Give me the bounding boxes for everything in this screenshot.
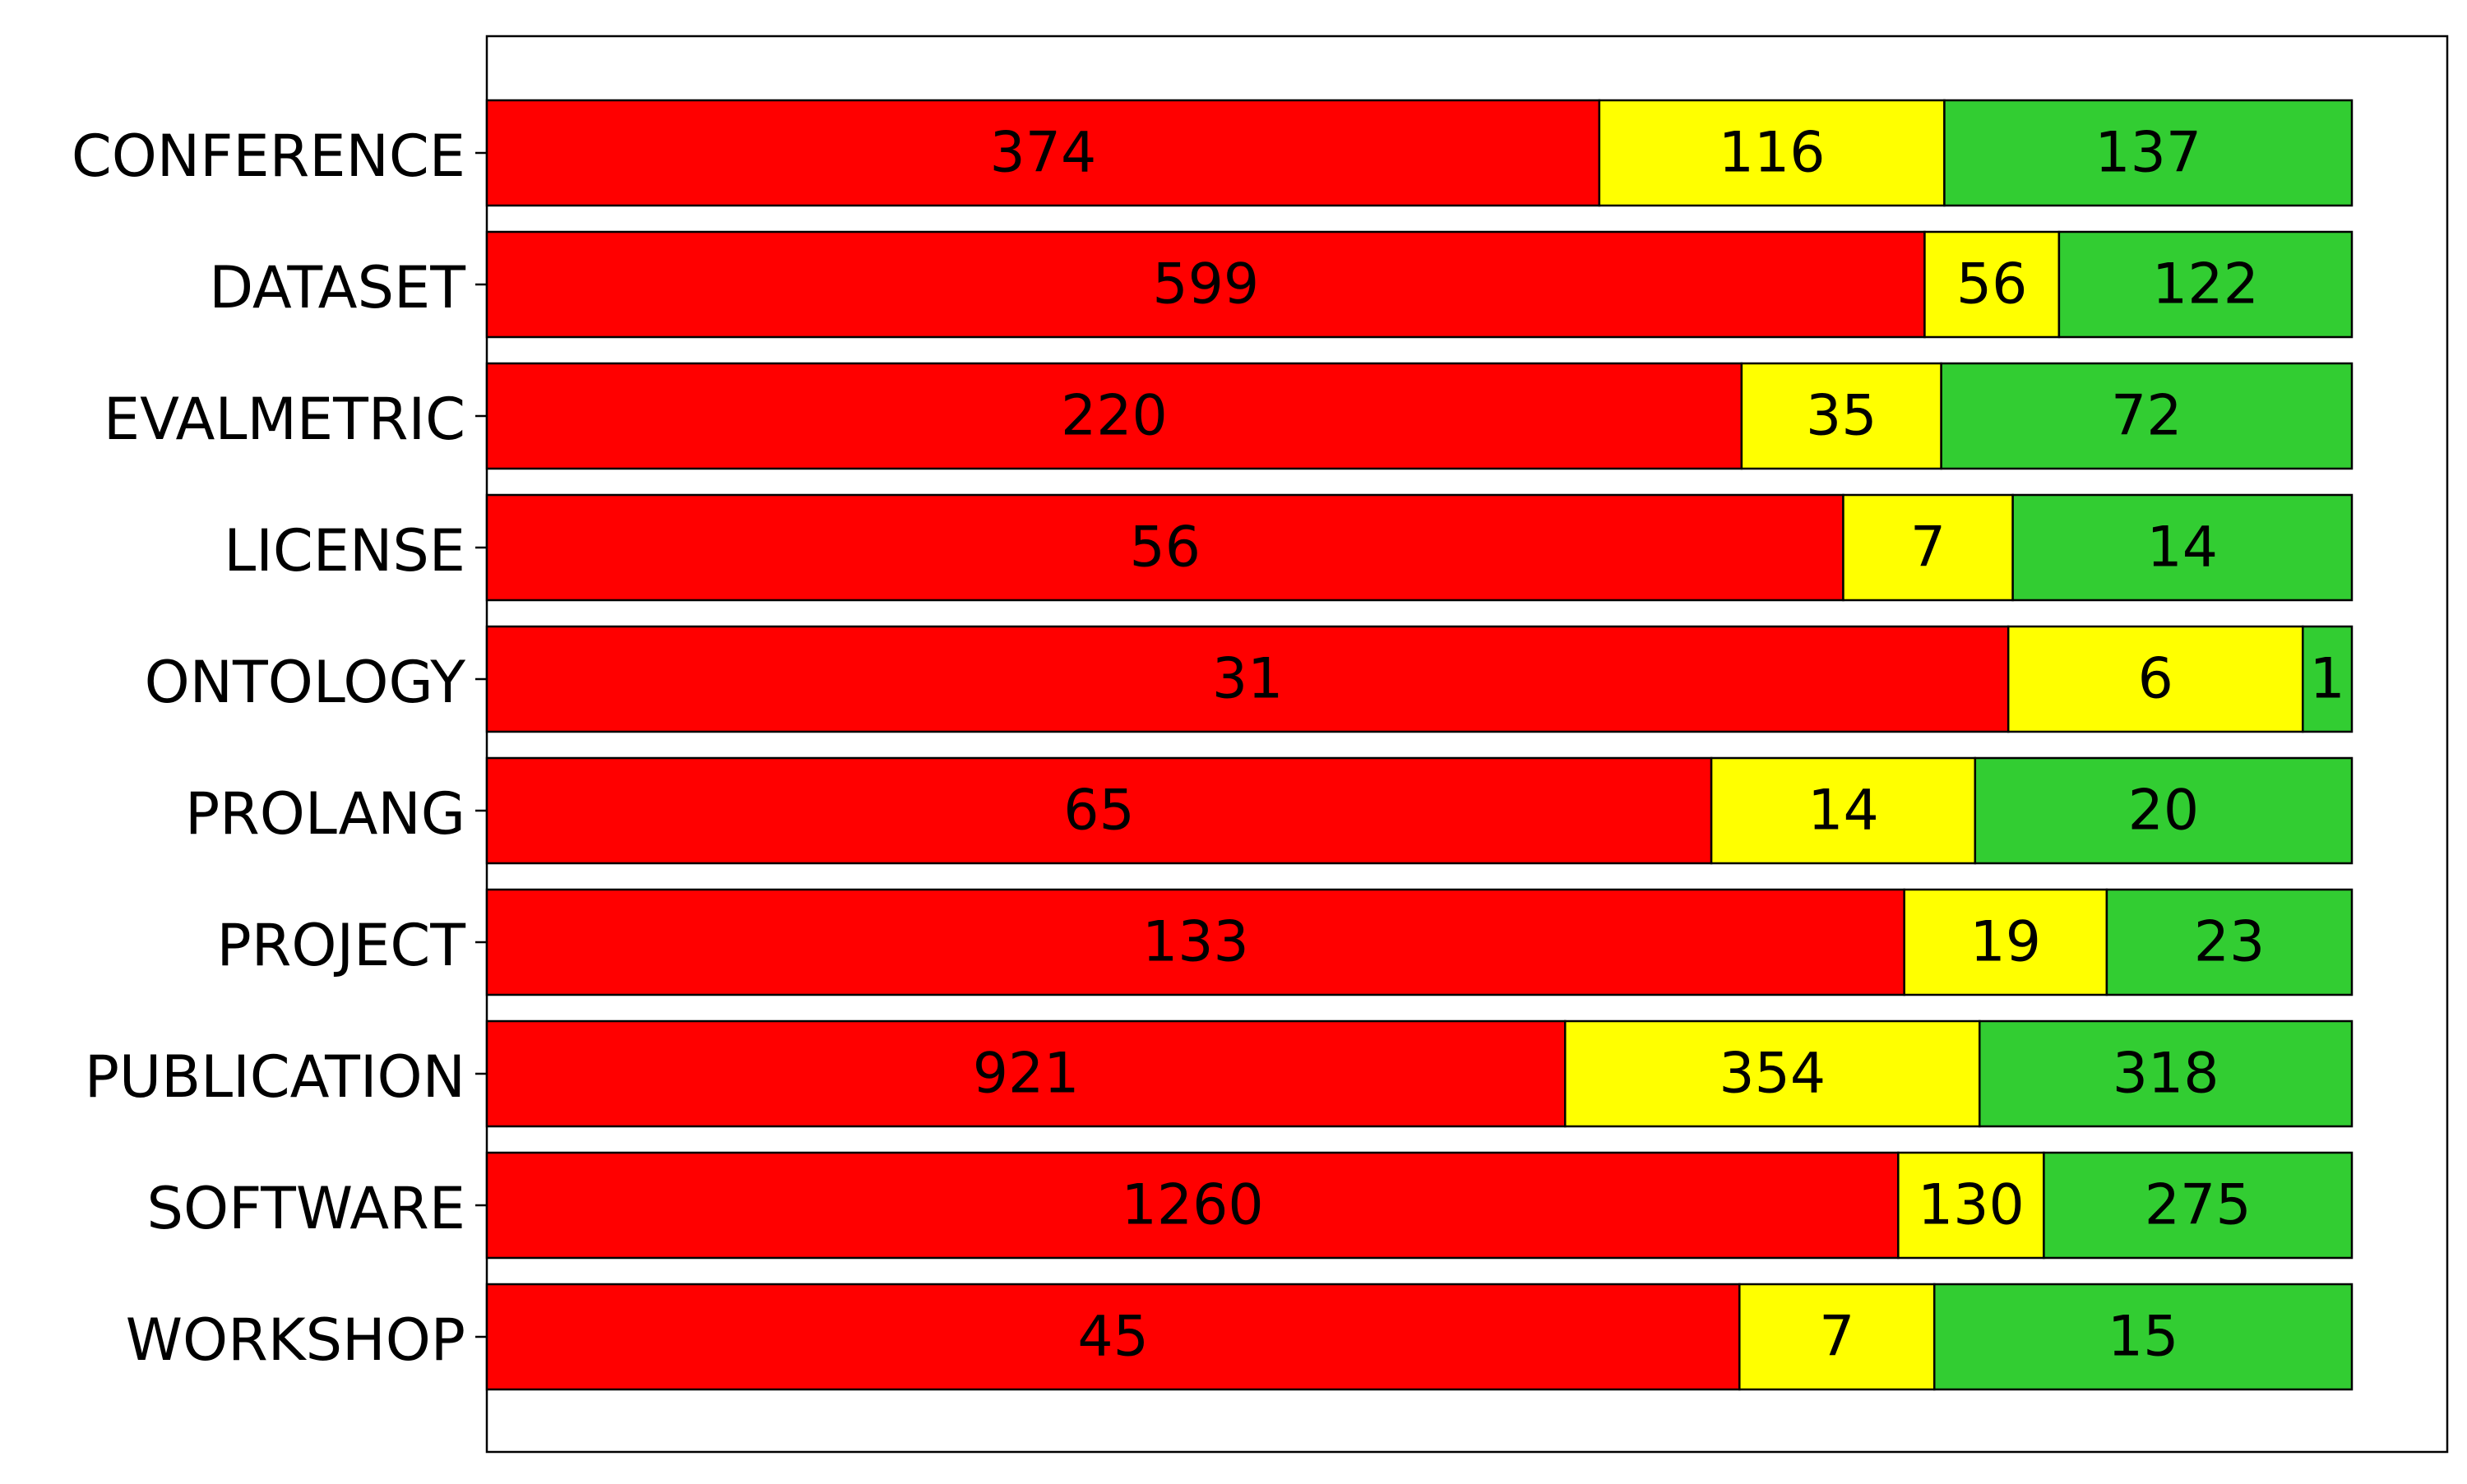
bar-segment-prolang-1 (1710, 756, 1977, 865)
y-tick-label: PROJECT (217, 912, 466, 979)
plot-frame (485, 35, 2449, 1454)
bar-value-label: 921 (973, 1042, 1080, 1107)
bar-segment-project-1 (1903, 888, 2108, 996)
bar-segment-license-0 (485, 493, 1844, 602)
bar-value-label: 20 (2128, 779, 2200, 844)
bar-segment-prolang-0 (485, 756, 1713, 865)
y-tick-label: CONFERENCE (72, 123, 465, 190)
bar-value-label: 7 (1910, 515, 1946, 580)
bar-segment-ontology-2 (2302, 625, 2354, 733)
bar-segment-software-0 (485, 1151, 1900, 1260)
bar-segment-project-2 (2105, 888, 2354, 996)
bar-value-label: 116 (1719, 121, 1826, 186)
y-tick-label: ONTOLOGY (145, 649, 466, 716)
bars-layer: 374 116 137 599 56 122 220 35 72 56 7 14 31 6 1 65 14 20 1… (485, 99, 2354, 1391)
bar-segment-workshop-0 (485, 1283, 1741, 1391)
bar-segment-conference-1 (1598, 99, 1946, 207)
bar-value-label: 275 (2145, 1173, 2252, 1238)
bar-segment-evalmetric-1 (1740, 362, 1942, 470)
bar-segment-project-0 (485, 888, 1905, 996)
y-tick-label: WORKSHOP (126, 1306, 465, 1374)
bar-value-label: 23 (2194, 910, 2266, 975)
bar-segment-software-1 (1897, 1151, 2045, 1260)
bar-value-label: 14 (2147, 515, 2219, 580)
bar-value-label: 72 (2111, 384, 2182, 449)
bar-value-label: 137 (2094, 121, 2201, 186)
y-axis: CONFERENCE DATASET EVALMETRIC LICENSE ONTOLO… (72, 123, 487, 1374)
y-tick-label: LICENSE (224, 517, 465, 585)
bar-segment-workshop-2 (1932, 1283, 2354, 1391)
bar-value-label: 1260 (1122, 1173, 1264, 1238)
bar-value-label: 19 (1970, 910, 2042, 975)
bar-value-label: 6 (2138, 647, 2173, 712)
bar-segment-dataset-1 (1923, 230, 2061, 339)
bar-value-label: 1 (2310, 647, 2345, 712)
bar-value-label: 56 (1956, 252, 2028, 317)
bar-value-label: 374 (990, 121, 1097, 186)
bar-value-label: 15 (2108, 1305, 2179, 1370)
bar-segment-ontology-1 (2006, 625, 2304, 733)
bar-segment-publication-2 (1979, 1019, 2354, 1128)
bar-value-label: 45 (1077, 1305, 1149, 1370)
bar-value-label: 130 (1918, 1173, 2025, 1238)
y-tick-label: PUBLICATION (85, 1043, 465, 1111)
bar-value-label: 220 (1061, 384, 1168, 449)
bar-segment-ontology-0 (485, 625, 2010, 733)
bar-value-label: 31 (1212, 647, 1284, 712)
bar-value-label: 122 (2152, 252, 2259, 317)
bar-value-label: 318 (2113, 1042, 2219, 1107)
bar-value-label: 354 (1719, 1042, 1826, 1107)
y-tick-label: EVALMETRIC (104, 386, 465, 453)
bar-value-label: 35 (1806, 384, 1877, 449)
bar-segment-license-2 (2011, 493, 2354, 602)
y-tick-label: SOFTWARE (147, 1175, 465, 1242)
bar-value-label: 599 (1152, 252, 1259, 317)
bar-segment-conference-2 (1943, 99, 2354, 207)
bar-segment-software-2 (2043, 1151, 2354, 1260)
bar-segment-evalmetric-2 (1940, 362, 2354, 470)
bar-segment-publication-1 (1564, 1019, 1981, 1128)
bar-value-label: 7 (1819, 1305, 1854, 1370)
bar-value-label: 65 (1063, 779, 1135, 844)
bar-segment-conference-0 (485, 99, 1601, 207)
y-tick-label: PROLANG (185, 780, 465, 848)
bar-segment-license-1 (1842, 493, 2014, 602)
y-tick-label: DATASET (209, 254, 465, 321)
bar-value-label: 14 (1807, 779, 1879, 844)
bar-segment-workshop-1 (1738, 1283, 1936, 1391)
bar-segment-prolang-2 (1974, 756, 2354, 865)
bar-segment-publication-0 (485, 1019, 1567, 1128)
bar-segment-dataset-2 (2057, 230, 2354, 339)
bar-value-label: 56 (1129, 515, 1201, 580)
bar-value-label: 133 (1142, 910, 1249, 975)
